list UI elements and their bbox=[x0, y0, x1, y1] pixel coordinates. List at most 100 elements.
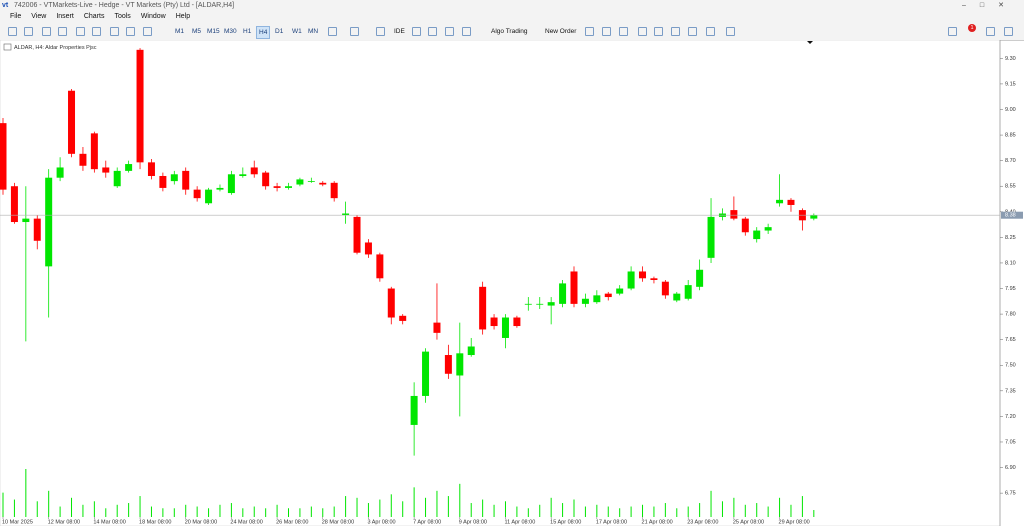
menu-item[interactable]: View bbox=[31, 13, 47, 20]
timeframe-button[interactable]: H1 bbox=[243, 28, 252, 35]
tool-icon[interactable] bbox=[328, 27, 337, 36]
candle-body bbox=[753, 230, 761, 240]
candle-body bbox=[90, 133, 98, 170]
candle-body bbox=[102, 167, 110, 173]
ide-button[interactable]: IDE bbox=[394, 28, 405, 35]
tool-icon[interactable] bbox=[428, 27, 437, 36]
candle-body bbox=[56, 167, 64, 178]
y-tick-label: 9.30 bbox=[1005, 56, 1016, 62]
candle-body bbox=[387, 288, 395, 318]
y-tick-label: 7.05 bbox=[1005, 439, 1016, 445]
timeframe-button[interactable]: W1 bbox=[292, 28, 302, 35]
tool-icon[interactable] bbox=[143, 27, 152, 36]
candle-body bbox=[730, 210, 738, 219]
tool-icon[interactable] bbox=[445, 27, 454, 36]
timeframe-button[interactable]: M30 bbox=[224, 28, 237, 35]
candle-body bbox=[422, 351, 430, 396]
tool-icon[interactable] bbox=[638, 27, 647, 36]
candle-body bbox=[410, 395, 418, 425]
notification-badge[interactable]: 1 bbox=[968, 24, 976, 32]
candle-body bbox=[342, 213, 350, 216]
tool-icon[interactable] bbox=[76, 27, 85, 36]
candle-body bbox=[68, 90, 76, 154]
candle-body bbox=[627, 271, 635, 289]
candle-body bbox=[456, 353, 464, 376]
menu-item[interactable]: Tools bbox=[114, 13, 131, 20]
timeframe-button[interactable]: M1 bbox=[175, 28, 185, 35]
timeframe-button[interactable]: D1 bbox=[275, 28, 284, 35]
tool-icon[interactable] bbox=[585, 27, 594, 36]
search-icon[interactable] bbox=[948, 27, 957, 36]
tool-icon[interactable] bbox=[986, 27, 995, 36]
y-tick-label: 7.95 bbox=[1005, 286, 1016, 292]
candle-body bbox=[593, 295, 601, 303]
x-tick-label: 29 Apr 08:00 bbox=[779, 519, 810, 525]
tool-icon[interactable] bbox=[376, 27, 385, 36]
x-tick-label: 12 Mar 08:00 bbox=[48, 519, 80, 525]
candle-body bbox=[353, 216, 361, 253]
tool-icon[interactable] bbox=[412, 27, 421, 36]
tool-icon[interactable] bbox=[654, 27, 663, 36]
y-tick-label: 8.25 bbox=[1005, 235, 1016, 241]
candle-body bbox=[673, 293, 681, 301]
tool-icon[interactable] bbox=[110, 27, 119, 36]
menu-item[interactable]: File bbox=[10, 13, 22, 20]
candle-body bbox=[513, 317, 521, 327]
candle-body bbox=[285, 186, 292, 188]
menu-item[interactable]: Insert bbox=[56, 13, 74, 20]
x-tick-label: 14 Mar 08:00 bbox=[93, 519, 125, 525]
window-controls[interactable]: –□✕ bbox=[962, 2, 1018, 9]
current-price-box bbox=[1001, 211, 1023, 219]
new-order-button[interactable]: New Order bbox=[545, 28, 577, 35]
timeframe-button[interactable]: H4 bbox=[256, 26, 271, 39]
algo-trading-button[interactable]: Algo Trading bbox=[491, 28, 528, 35]
candle-body bbox=[490, 317, 498, 327]
timeframe-button[interactable]: MN bbox=[308, 28, 319, 35]
candle-body bbox=[570, 271, 578, 304]
candle-body bbox=[604, 293, 612, 298]
candle-body bbox=[810, 215, 818, 219]
candle-body bbox=[193, 189, 201, 199]
tool-icon[interactable] bbox=[688, 27, 697, 36]
candle-body bbox=[364, 242, 372, 255]
tool-icon[interactable] bbox=[126, 27, 135, 36]
x-tick-label: 9 Apr 08:00 bbox=[459, 519, 487, 525]
candle-body bbox=[262, 172, 270, 187]
tool-icon[interactable] bbox=[24, 27, 33, 36]
menu-item[interactable]: Window bbox=[140, 13, 166, 20]
tool-icon[interactable] bbox=[462, 27, 471, 36]
chart: ALDAR, H4: Aldar Properties Pjsc 9.30 9.1… bbox=[0, 40, 1023, 526]
tool-icon[interactable] bbox=[350, 27, 359, 36]
candle-body bbox=[376, 254, 384, 279]
tool-icon[interactable] bbox=[671, 27, 680, 36]
x-tick-label: 11 Apr 08:00 bbox=[504, 519, 535, 525]
candle-body bbox=[581, 298, 589, 304]
candle-body bbox=[22, 218, 30, 223]
x-tick-label: 15 Apr 08:00 bbox=[550, 519, 581, 525]
y-tick-label: 6.90 bbox=[1005, 465, 1016, 471]
tool-icon[interactable] bbox=[1004, 27, 1013, 36]
x-tick-label: 24 Mar 08:00 bbox=[230, 519, 262, 525]
menu-item[interactable]: Charts bbox=[83, 13, 105, 20]
x-tick-label: 20 Mar 08:00 bbox=[185, 519, 217, 525]
tool-icon[interactable] bbox=[619, 27, 628, 36]
candle-body bbox=[650, 278, 658, 280]
candle-body bbox=[273, 186, 281, 188]
timeframe-button[interactable]: M15 bbox=[207, 28, 220, 35]
tool-icon[interactable] bbox=[42, 27, 51, 36]
timeframe-button[interactable]: M5 bbox=[192, 28, 202, 35]
tool-icon[interactable] bbox=[8, 27, 17, 36]
menu-item[interactable]: Help bbox=[175, 13, 191, 20]
tool-icon[interactable] bbox=[92, 27, 101, 36]
candle-body bbox=[444, 355, 452, 374]
candle-body bbox=[330, 182, 338, 199]
candle-body bbox=[661, 281, 669, 296]
tool-icon[interactable] bbox=[58, 27, 67, 36]
tool-icon[interactable] bbox=[706, 27, 715, 36]
tool-icon[interactable] bbox=[602, 27, 611, 36]
candle-body bbox=[479, 286, 487, 330]
x-tick-label: 17 Apr 08:00 bbox=[596, 519, 627, 525]
x-tick-label: 21 Apr 08:00 bbox=[642, 519, 673, 525]
candle-body bbox=[639, 271, 647, 279]
tool-icon[interactable] bbox=[726, 27, 735, 36]
